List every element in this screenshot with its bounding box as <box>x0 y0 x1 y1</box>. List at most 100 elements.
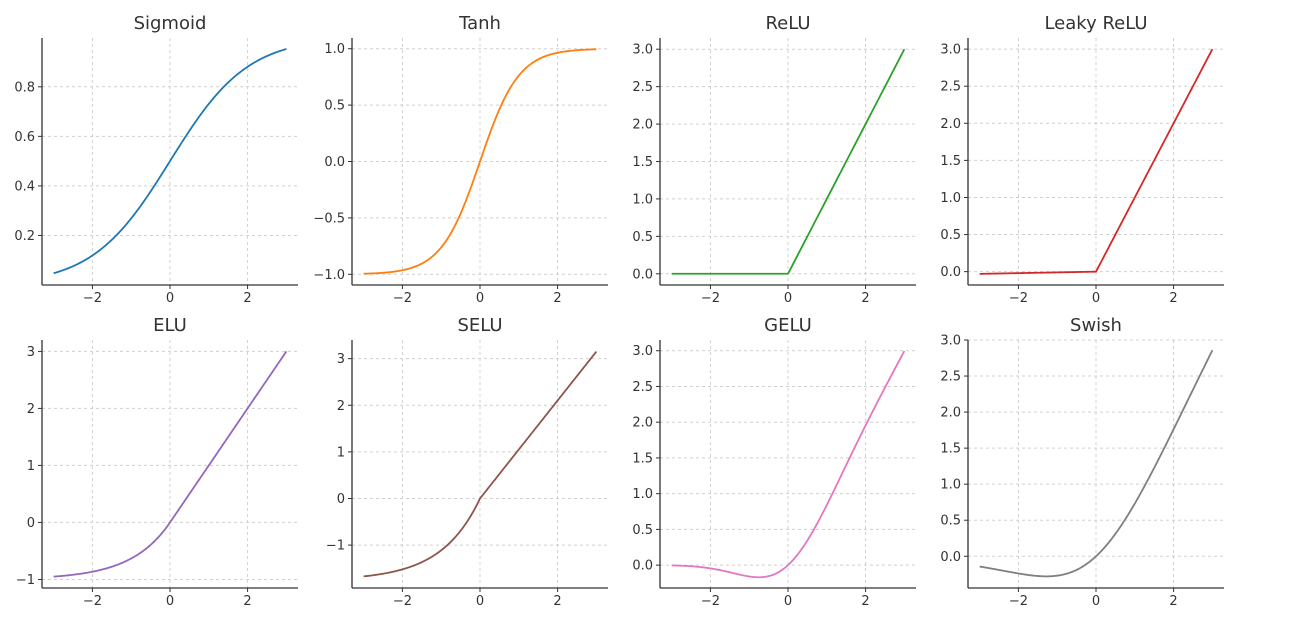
x-tick-labels: −2 0 2 <box>701 285 870 306</box>
y-tick-label: 0.5 <box>324 99 345 114</box>
gridlines <box>660 38 916 285</box>
y-tick-label: 0.4 <box>14 179 35 194</box>
gridlines <box>660 340 916 588</box>
y-tick-label: 2.5 <box>940 80 961 95</box>
y-tick-label: −0.5 <box>313 211 345 226</box>
x-tick-labels: −2 0 2 <box>1009 588 1178 609</box>
subplot-title: GELU <box>764 315 812 336</box>
relu-curve <box>671 48 906 275</box>
y-tick-label: 3 <box>27 345 35 360</box>
subplot-title: Tanh <box>458 13 501 34</box>
y-tick-label: 0.2 <box>14 229 35 244</box>
y-tick-label: 0.5 <box>940 228 961 243</box>
y-tick-label: 0.6 <box>14 130 35 145</box>
x-tick-label: −2 <box>393 594 412 609</box>
y-tick-label: 1 <box>27 459 35 474</box>
gridlines <box>42 38 298 285</box>
subplot-title: Leaky ReLU <box>1044 13 1147 34</box>
leaky-relu-curve <box>979 48 1214 275</box>
y-tick-label: 1.5 <box>632 155 653 170</box>
y-tick-label: 3.0 <box>632 43 653 58</box>
subplot-title: Sigmoid <box>134 13 207 34</box>
y-tick-label: 1.0 <box>632 192 653 207</box>
y-tick-label: 2.0 <box>632 416 653 431</box>
y-tick-labels: 0.2 0.4 0.6 0.8 <box>14 80 42 244</box>
x-tick-label: −2 <box>701 291 720 306</box>
x-tick-label: −2 <box>1009 594 1028 609</box>
sigmoid-curve <box>53 48 287 275</box>
x-tick-label: −2 <box>393 291 412 306</box>
y-tick-label: 1.5 <box>940 154 961 169</box>
y-tick-label: 0 <box>337 492 345 507</box>
subplot-title: SELU <box>457 315 502 336</box>
y-tick-label: 1.5 <box>940 442 961 457</box>
y-tick-label: 0.0 <box>324 155 345 170</box>
x-tick-label: 0 <box>1092 291 1100 306</box>
x-tick-label: 0 <box>784 291 792 306</box>
y-tick-label: 1.0 <box>632 487 653 502</box>
x-tick-label: −2 <box>1009 291 1028 306</box>
gridlines <box>968 38 1224 285</box>
x-tick-labels: −2 0 2 <box>393 588 562 609</box>
gridlines <box>352 340 608 588</box>
x-tick-labels: −2 0 2 <box>1009 285 1178 306</box>
subplot-elu: ELU −2 0 2 −1 0 1 2 3 <box>16 315 298 609</box>
y-tick-label: 1 <box>337 445 345 460</box>
y-tick-label: 0.0 <box>940 550 961 565</box>
y-tick-label: 1.0 <box>324 42 345 57</box>
y-tick-labels: −1.0 −0.5 0.0 0.5 1.0 <box>313 42 352 283</box>
y-tick-label: 1.0 <box>940 191 961 206</box>
y-tick-label: 2 <box>27 402 35 417</box>
subplot-swish: Swish −2 0 2 0.0 0.5 1.0 1.5 2.0 2.5 3.0 <box>940 315 1224 609</box>
y-tick-label: −1 <box>16 573 35 588</box>
gridlines <box>968 339 1224 588</box>
y-tick-labels: −1 0 1 2 3 <box>326 352 352 554</box>
x-tick-label: 0 <box>476 291 484 306</box>
subplot-tanh: Tanh −2 0 2 −1.0 −0.5 0.0 0.5 1.0 <box>313 13 608 306</box>
y-tick-labels: 0.0 0.5 1.0 1.5 2.0 2.5 3.0 <box>940 43 968 280</box>
y-tick-label: 2.5 <box>940 370 961 385</box>
y-tick-label: 0 <box>27 516 35 531</box>
y-tick-label: −1.0 <box>313 268 345 283</box>
subplot-relu: ReLU −2 0 2 0.0 0.5 1.0 1.5 2.0 2.5 3.0 <box>632 13 916 306</box>
subplot-gelu: GELU −2 0 2 0.0 0.5 1.0 1.5 2.0 2.5 3.0 <box>632 315 916 609</box>
y-tick-labels: 0.0 0.5 1.0 1.5 2.0 2.5 3.0 <box>632 43 660 282</box>
y-tick-label: −1 <box>326 539 345 554</box>
y-tick-label: 3.0 <box>940 43 961 58</box>
y-tick-label: 3 <box>337 352 345 367</box>
x-tick-labels: −2 0 2 <box>393 285 562 306</box>
x-tick-labels: −2 0 2 <box>701 588 870 609</box>
x-tick-label: −2 <box>83 291 102 306</box>
y-tick-label: 2.5 <box>632 380 653 395</box>
y-tick-label: 0.0 <box>632 559 653 574</box>
x-tick-label: 0 <box>166 291 174 306</box>
y-tick-label: 0.8 <box>14 80 35 95</box>
x-tick-label: 0 <box>1092 594 1100 609</box>
y-tick-label: 0.0 <box>632 267 653 282</box>
y-tick-label: 0.0 <box>940 265 961 280</box>
elu-curve <box>53 350 288 578</box>
x-tick-label: 2 <box>553 291 561 306</box>
x-tick-label: 2 <box>861 594 869 609</box>
x-tick-label: 0 <box>784 594 792 609</box>
x-tick-label: 2 <box>243 291 251 306</box>
selu-curve <box>363 350 598 578</box>
x-tick-labels: −2 0 2 <box>83 588 252 609</box>
gridlines <box>42 340 298 588</box>
y-tick-label: 0.5 <box>940 514 961 529</box>
subplot-selu: SELU −2 0 2 −1 0 1 2 3 <box>326 315 608 609</box>
x-tick-labels: −2 0 2 <box>83 285 252 306</box>
y-tick-label: 1.0 <box>940 478 961 493</box>
subplot-leaky-relu: Leaky ReLU −2 0 2 0.0 0.5 1.0 1.5 2.0 2.5 3.0 <box>940 13 1224 306</box>
x-tick-label: 0 <box>476 594 484 609</box>
y-tick-label: 2.5 <box>632 80 653 95</box>
subplot-title: ELU <box>153 315 187 336</box>
x-tick-label: 2 <box>553 594 561 609</box>
subplot-title: Swish <box>1070 315 1122 336</box>
y-tick-label: 2.0 <box>940 406 961 421</box>
x-tick-label: −2 <box>83 594 102 609</box>
y-tick-label: 2.0 <box>632 118 653 133</box>
x-tick-label: 2 <box>243 594 251 609</box>
y-tick-labels: −1 0 1 2 3 <box>16 345 42 588</box>
